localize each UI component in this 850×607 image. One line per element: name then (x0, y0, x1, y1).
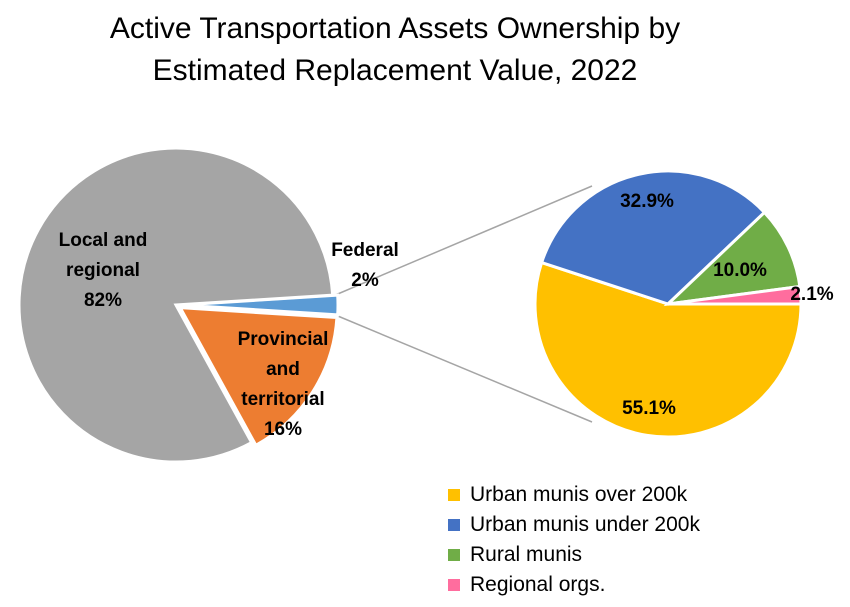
ownership-pie-labels: Local and regional 82% Federal 2%Provincial a… (59, 230, 399, 440)
slice-provincial-and-territorial (177, 306, 339, 448)
data-label-local-and-regional: Local and regional 82% (59, 230, 148, 311)
legend-label: Regional orgs. (470, 573, 606, 596)
slice-local-and-regional (17, 146, 335, 464)
slice-urban-munis-over-200k (533, 260, 803, 439)
connector-line-2 (332, 313, 593, 423)
chart-title-line-2: Estimated Replacement Value, 2022 (152, 54, 638, 87)
data-label-urban-munis-over-200k: 55.1% (622, 398, 676, 419)
local-breakdown-pie (533, 169, 803, 439)
data-label-rural-munis: 10.0% (713, 260, 767, 281)
legend-swatch (448, 519, 460, 531)
ownership-pie (17, 146, 340, 464)
connector-line-1 (332, 185, 593, 297)
slice-urban-munis-under-200k (539, 169, 767, 306)
legend-swatch (448, 489, 460, 501)
legend-label: Urban munis over 200k (470, 483, 688, 506)
slice-federal (180, 293, 340, 317)
legend-label: Urban munis under 200k (470, 513, 700, 536)
legend-item-regional-orgs: Regional orgs. (448, 570, 700, 600)
data-label-provincial-and-territorial: Provincial and territorial 16% (238, 329, 329, 440)
connector-lines (332, 185, 593, 423)
data-label-urban-munis-under-200k: 32.9% (620, 191, 674, 212)
data-label-federal: Federal 2% (331, 240, 399, 291)
legend: Urban munis over 200k Urban munis under 2… (448, 480, 700, 600)
chart-title-line-1: Active Transportation Assets Ownership b… (109, 12, 681, 45)
chart-title: Active Transportation Assets Ownership b… (0, 8, 790, 92)
legend-item-rural-munis: Rural munis (448, 540, 700, 570)
legend-item-urban-munis-under-200k: Urban munis under 200k (448, 510, 700, 540)
data-label-regional-orgs: 2.1% (790, 284, 833, 305)
legend-label: Rural munis (470, 543, 583, 566)
slice-regional-orgs (667, 284, 803, 306)
legend-swatch (448, 579, 460, 591)
slice-rural-munis (663, 210, 802, 307)
breakdown-pie-labels: 55.1% 32.9% 10.0% 2.1% (620, 191, 834, 419)
legend-swatch (448, 549, 460, 561)
legend-item-urban-munis-over-200k: Urban munis over 200k (448, 480, 700, 510)
